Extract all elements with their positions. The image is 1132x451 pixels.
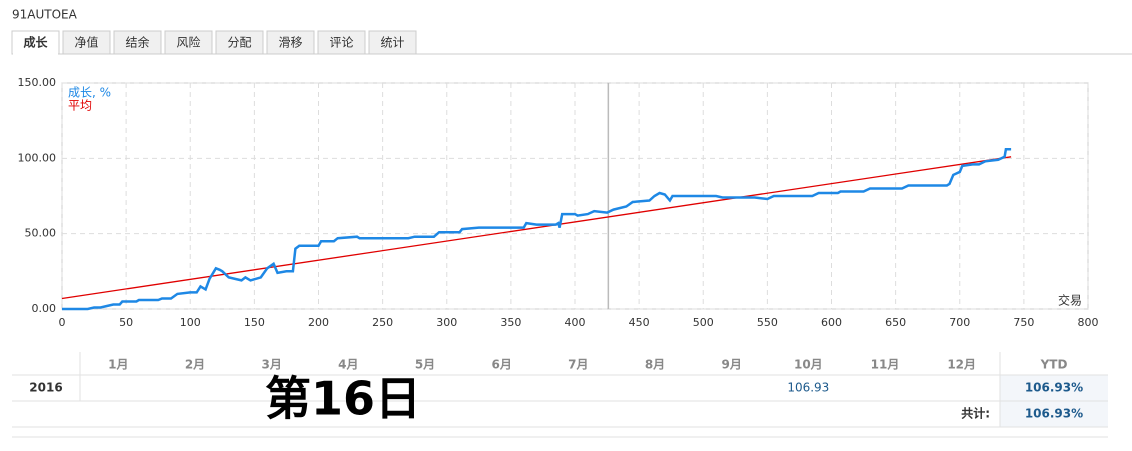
month-header: 9月 [721,358,741,372]
x-tick-label: 700 [949,316,970,329]
y-tick-label: 100.00 [18,151,57,164]
legend-entry: 平均 [68,99,92,113]
overlay-text: 第16日 [265,372,421,426]
y-tick-label: 50.00 [25,227,57,240]
tab[interactable] [215,30,264,55]
tab[interactable] [368,30,417,55]
x-tick-label: 450 [629,316,650,329]
tab-label[interactable]: 评论 [329,36,353,50]
tab-label[interactable]: 统计 [380,36,404,50]
month-header: 11月 [871,358,900,372]
ytd-header: YTD [1040,358,1068,372]
page-title: 91AUTOEA [12,8,78,22]
month-header: 8月 [645,358,665,372]
tab[interactable] [317,30,366,55]
x-tick-label: 200 [308,316,329,329]
x-tick-label: 350 [500,316,521,329]
month-header: 1月 [108,358,128,372]
tab-label[interactable]: 分配 [227,36,251,50]
x-tick-label: 550 [757,316,778,329]
x-tick-label: 650 [885,316,906,329]
x-tick-label: 300 [436,316,457,329]
tab[interactable] [62,30,111,55]
x-tick-label: 100 [180,316,201,329]
month-header: 5月 [415,358,435,372]
x-tick-label: 800 [1078,316,1099,329]
x-tick-label: 600 [821,316,842,329]
series-line [62,148,1012,311]
series-line [61,156,1012,300]
month-header: 6月 [491,358,511,372]
month-value: 106.93 [787,381,829,395]
tab[interactable] [266,30,315,55]
x-tick-label: 50 [119,316,133,329]
month-header: 12月 [947,358,976,372]
x-axis-label: 交易 [1058,293,1082,308]
x-tick-label: 750 [1013,316,1034,329]
y-tick-label: 150.00 [18,76,57,89]
ytd-value: 106.93% [1025,381,1083,395]
total-label: 共计: [961,406,990,421]
tab-label[interactable]: 滑移 [278,36,302,50]
year-label: 2016 [29,381,62,395]
legend-entry: 成长, % [68,86,111,100]
month-header: 3月 [261,358,281,372]
tab[interactable] [164,30,213,55]
x-tick-label: 500 [693,316,714,329]
month-header: 2月 [185,358,205,372]
tab-label[interactable]: 成长 [23,35,48,50]
y-tick-label: 0.00 [32,302,57,315]
tab-label[interactable]: 风险 [176,35,200,50]
x-tick-label: 400 [565,316,586,329]
tab-label[interactable]: 净值 [74,35,98,50]
month-header: 7月 [568,358,588,372]
total-value: 106.93% [1025,407,1083,421]
x-tick-label: 150 [244,316,265,329]
month-header: 4月 [338,358,358,372]
x-tick-label: 0 [59,316,66,329]
tab-label[interactable]: 结余 [125,35,149,50]
month-header: 10月 [794,358,823,372]
tab[interactable] [113,30,162,55]
x-tick-label: 250 [372,316,393,329]
